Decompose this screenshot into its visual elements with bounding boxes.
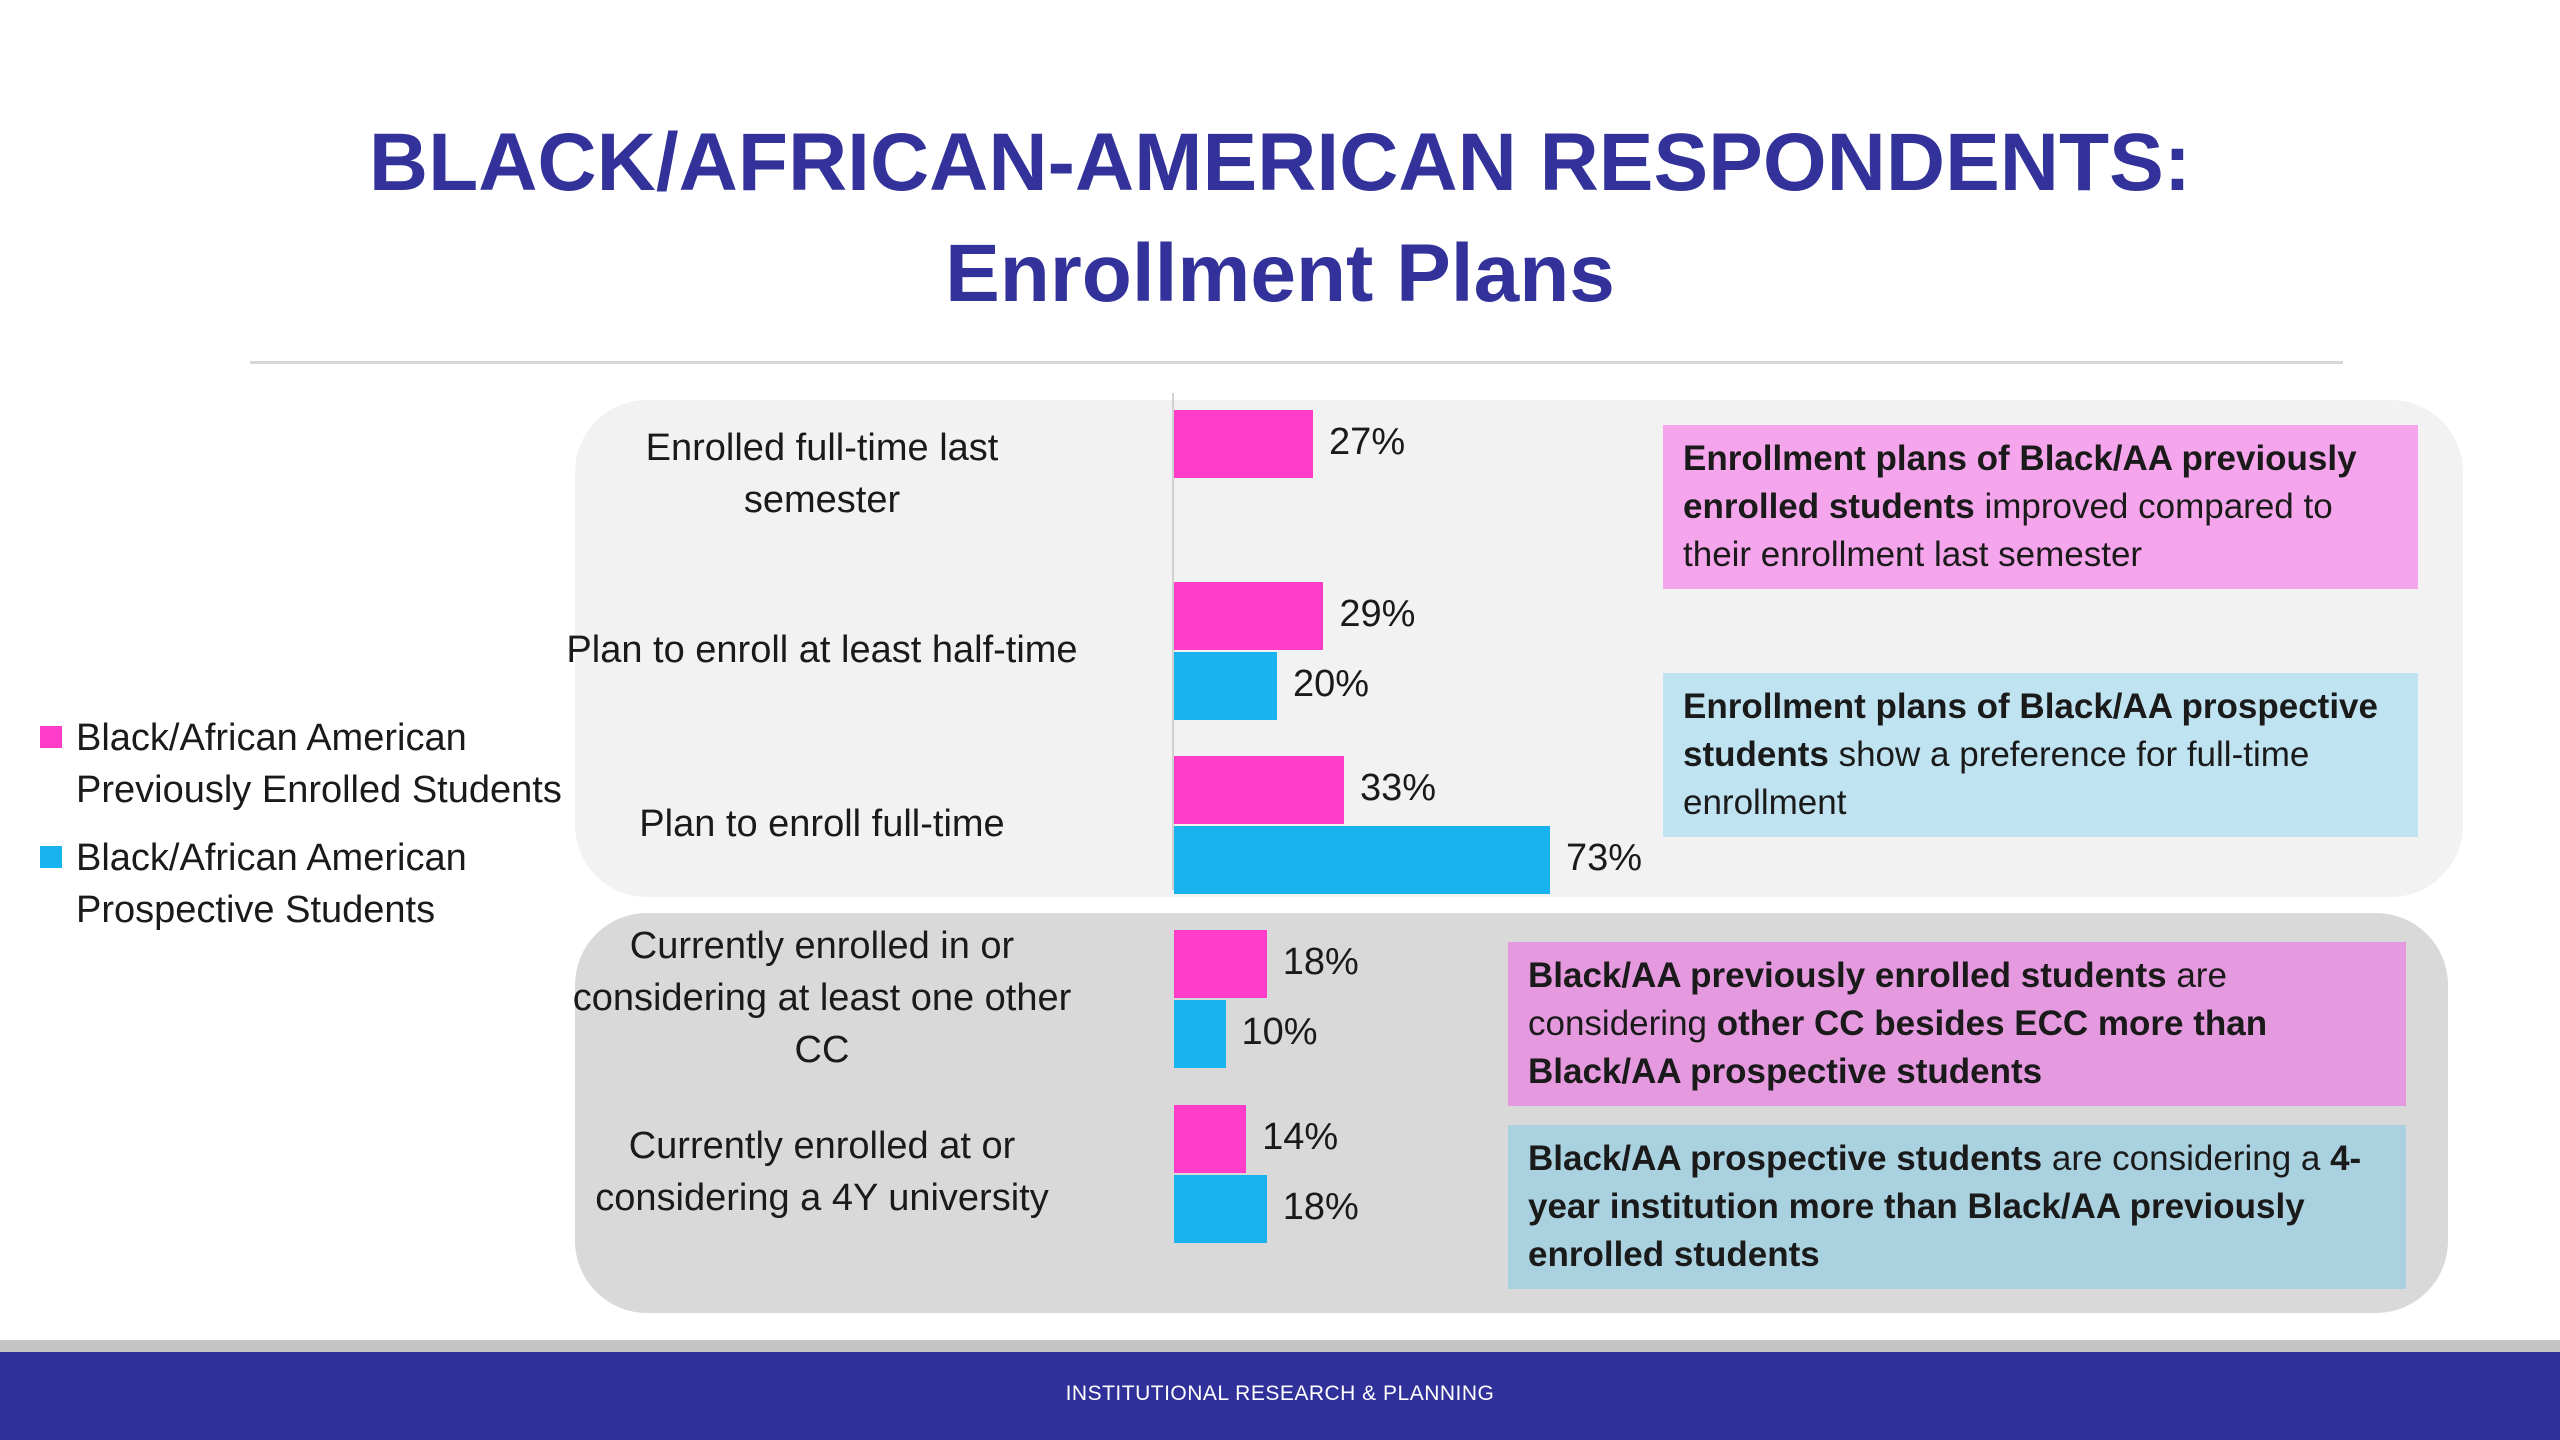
callout-text: 4-year institution more than Black/AA pr… xyxy=(1528,1139,2362,1274)
category-label: Enrolled full-time last semester xyxy=(512,422,1132,526)
category-axis-line xyxy=(1172,393,1174,890)
bar xyxy=(1174,1105,1247,1173)
callout-box: Black/AA previously enrolled students ar… xyxy=(1508,942,2406,1106)
callout-text: Black/AA prospective students xyxy=(1528,1139,2043,1178)
category-label-line: Currently enrolled at or xyxy=(628,1125,1016,1167)
callout-box: Enrollment plans of Black/AA previously … xyxy=(1663,425,2418,589)
category-label: Currently enrolled in or considering at l… xyxy=(512,920,1132,1076)
callout-text: are considering a xyxy=(2042,1139,2331,1178)
legend-label-line: Previously Enrolled Students xyxy=(76,769,562,811)
legend-swatch xyxy=(40,726,62,748)
bar xyxy=(1174,410,1314,478)
legend-swatch xyxy=(40,846,62,868)
legend-label: Black/African American Previously Enrolle… xyxy=(76,712,636,816)
bar xyxy=(1174,652,1277,720)
bar xyxy=(1174,582,1324,650)
data-label: 29% xyxy=(1339,593,1416,635)
category-label-line: CC xyxy=(794,1029,850,1071)
chart-title: BLACK/AFRICAN-AMERICAN RESPONDENTS: xyxy=(368,117,2192,208)
data-label: 27% xyxy=(1329,421,1406,463)
bar xyxy=(1174,930,1267,998)
bar xyxy=(1174,1175,1267,1243)
callout-box: Black/AA prospective students are consid… xyxy=(1508,1125,2406,1289)
category-label: Currently enrolled at or considering a 4Y… xyxy=(512,1120,1132,1224)
title-divider xyxy=(250,361,2343,364)
category-label-line: Plan to enroll at least half-time xyxy=(566,629,1078,671)
data-label: 73% xyxy=(1565,837,1642,879)
callout-text: Enrollment plans of Black/AA prospective… xyxy=(1683,687,2378,774)
category-label-line: considering at least one other xyxy=(572,977,1072,1019)
callout-box: Enrollment plans of Black/AA prospective… xyxy=(1663,673,2418,837)
data-label: 10% xyxy=(1241,1011,1318,1053)
bar xyxy=(1174,826,1550,894)
chart-subtitle: Enrollment Plans xyxy=(945,228,1615,319)
footer-bar xyxy=(0,1340,2560,1440)
callout-text: Enrollment plans of Black/AA previously … xyxy=(1683,439,2357,526)
category-label-line: Enrolled full-time last xyxy=(645,427,999,469)
callout-text: Black/AA previously enrolled students xyxy=(1528,956,2167,995)
legend-label-line: Prospective Students xyxy=(76,889,436,931)
category-label: Plan to enroll full-time xyxy=(512,798,1132,850)
data-label: 20% xyxy=(1293,663,1370,705)
category-label-line: Currently enrolled in or xyxy=(629,925,1015,967)
data-label: 18% xyxy=(1282,1186,1359,1228)
callout-text: other CC besides ECC more than Black/AA … xyxy=(1528,1004,2268,1091)
data-label: 18% xyxy=(1282,941,1359,983)
callout-text: show a preference for full-time enrollme… xyxy=(1683,735,2310,822)
data-label: 33% xyxy=(1359,767,1436,809)
legend-label-line: Black/African American xyxy=(76,717,467,759)
data-label: 14% xyxy=(1262,1116,1339,1158)
footer-text: INSTITUTIONAL RESEARCH & PLANNING xyxy=(1065,1382,1495,1405)
bar xyxy=(1174,1000,1226,1068)
category-label-line: semester xyxy=(743,479,901,521)
callout-text: improved compared to their enrollment la… xyxy=(1683,487,2333,574)
callout-text: are considering xyxy=(1528,956,2227,1043)
legend-label-line: Black/African American xyxy=(76,837,467,879)
category-label: Plan to enroll at least half-time xyxy=(512,624,1132,676)
category-label-line: considering a 4Y university xyxy=(595,1177,1049,1219)
legend-label: Black/African American Prospective Studen… xyxy=(76,832,636,936)
category-label-line: Plan to enroll full-time xyxy=(639,803,1005,845)
bar xyxy=(1174,756,1344,824)
